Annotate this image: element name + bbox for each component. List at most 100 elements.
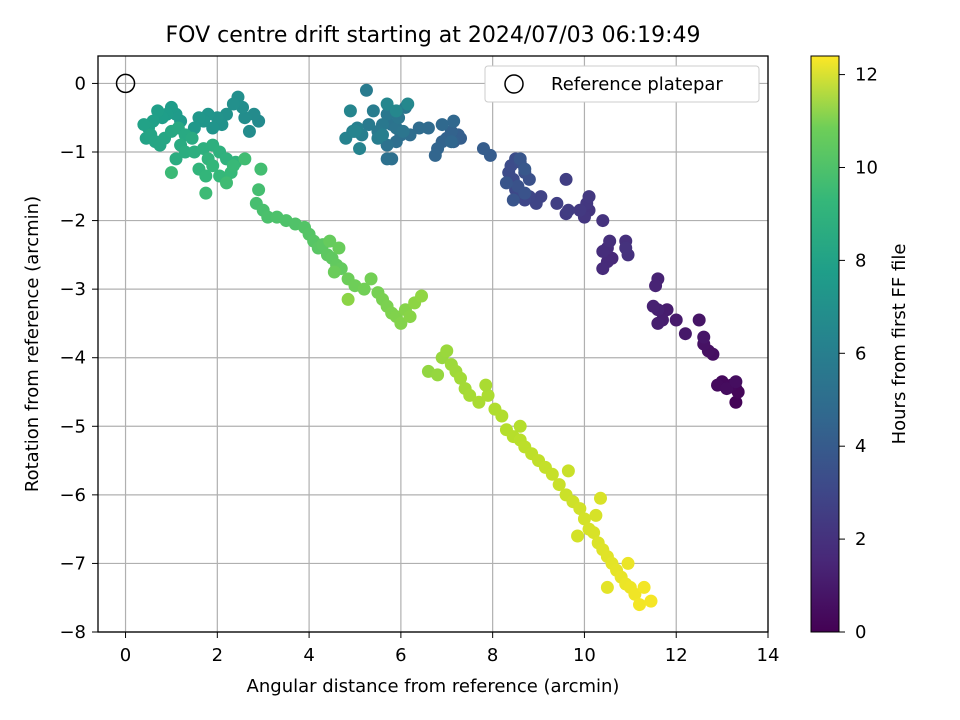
x-tick-label: 12 [665,645,688,666]
data-point [596,244,610,258]
data-point [660,303,674,317]
colorbar-tick-label: 12 [855,65,878,86]
data-point [513,419,527,433]
data-point [323,234,337,248]
data-point [729,395,743,409]
colorbar-tick-label: 6 [855,343,866,364]
data-point [339,131,353,145]
data-point [573,203,587,217]
data-point [376,128,390,142]
data-point [646,299,660,313]
colorbar-tick-label: 8 [855,250,866,271]
x-tick-label: 2 [212,645,223,666]
data-point [444,135,458,149]
data-point [697,330,711,344]
data-point [394,316,408,330]
grid [98,56,769,633]
data-point [199,169,213,183]
data-point [720,382,734,396]
data-point [447,114,461,128]
data-point [596,214,610,228]
data-point [644,594,658,608]
data-point [476,142,490,156]
data-point [206,121,220,135]
data-point [238,152,252,166]
legend: Reference platepar [484,65,760,103]
data-point [628,587,642,601]
data-point [192,111,206,125]
data-point [561,203,575,217]
data-point [573,502,587,516]
colorbar: 0 2 4 6 8 10 12 Hours from first FF file [810,55,910,643]
data-point [366,104,380,118]
data-point [364,272,378,286]
y-tick-label: −8 [59,622,86,643]
data-point [582,190,596,204]
y-tick-label: −7 [59,553,86,574]
data-point [428,148,442,162]
data-point [649,279,663,293]
data-point [571,529,585,543]
data-point [550,196,564,210]
x-tick-label: 6 [395,645,406,666]
colorbar-tick-label: 2 [855,529,866,550]
x-tick-label: 0 [120,645,131,666]
y-tick-label: −2 [59,211,86,232]
data-point [522,172,536,186]
data-point [619,241,633,255]
data-point [637,580,651,594]
data-point [362,118,376,132]
data-point [587,526,601,540]
colorbar-tick-label: 0 [855,622,866,643]
data-point [506,193,520,207]
data-point [692,313,706,327]
data-point [472,395,486,409]
data-point [327,265,341,279]
colorbar-tick-label: 10 [855,157,878,178]
data-point [559,172,573,186]
data-point [518,186,532,200]
y-tick-label: −6 [59,485,86,506]
y-tick-label: −3 [59,279,86,300]
data-point [412,121,426,135]
data-point [431,368,445,382]
data-point [518,162,532,176]
x-tick-label: 8 [487,645,498,666]
data-point [600,580,614,594]
data-point [261,210,275,224]
data-point [561,464,575,478]
data-point [185,131,199,145]
x-tick-label: 10 [573,645,596,666]
data-point [589,508,603,522]
data-point [178,145,192,159]
colorbar-gradient [810,55,840,633]
data-point [435,118,449,132]
reference-marker [115,73,136,94]
data-point [440,344,454,358]
data-point [380,152,394,166]
data-point [651,316,665,330]
x-tick-label: 4 [303,645,314,666]
data-point [353,142,367,156]
data-point [169,152,183,166]
x-tick-label: 14 [757,645,780,666]
data-point [481,388,495,402]
data-point [499,176,513,190]
data-point [226,159,240,173]
data-point [151,104,165,118]
data-point [596,262,610,276]
data-point [226,97,240,111]
data-point [454,371,468,385]
y-axis-label: Rotation from reference (arcmin) [22,196,43,492]
y-tick-label: 0 [75,73,86,94]
data-point [594,491,607,505]
data-point [401,97,415,111]
data-point [238,111,252,125]
legend-reference-marker-icon [504,74,524,94]
data-point [357,282,371,296]
plot-frame [97,55,769,633]
data-point [403,310,417,324]
colorbar-tick-label: 4 [855,436,866,457]
data-point [463,388,477,402]
